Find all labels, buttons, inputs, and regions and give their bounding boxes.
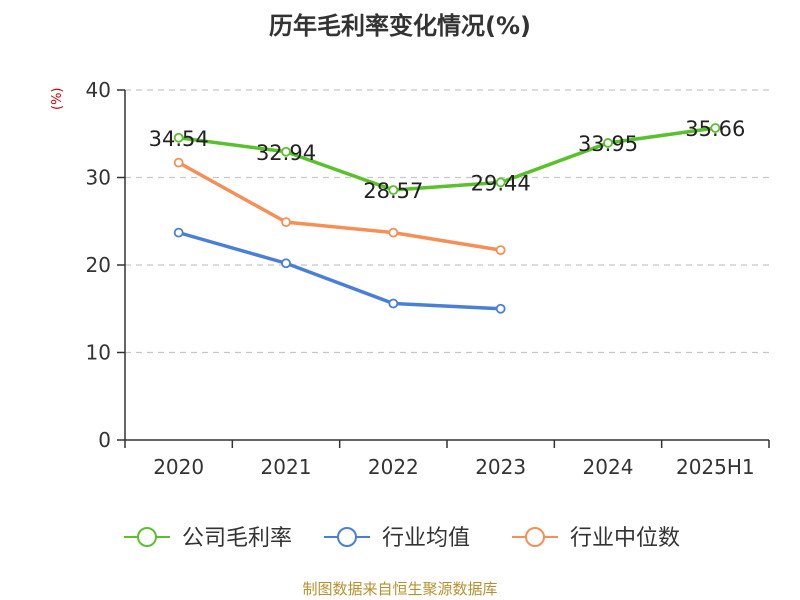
data-point xyxy=(173,157,184,168)
y-tick-label: 10 xyxy=(86,341,111,365)
data-point xyxy=(388,298,399,309)
legend-marker xyxy=(337,527,357,547)
data-point xyxy=(281,217,291,228)
data-point xyxy=(495,303,506,314)
data-point xyxy=(281,146,291,157)
data-point xyxy=(281,258,291,269)
data-point xyxy=(603,138,613,148)
series-line xyxy=(178,230,501,311)
x-tick-label: 2022 xyxy=(368,455,419,479)
x-tick-label: 2021 xyxy=(261,455,312,479)
x-tick-label: 2025H1 xyxy=(676,455,755,479)
data-label: 29.44 xyxy=(471,171,531,195)
y-tick-label: 40 xyxy=(86,78,111,102)
data-label: 35.66 xyxy=(685,117,745,141)
series-line xyxy=(178,126,716,192)
data-label: 32.94 xyxy=(256,141,316,165)
data-point xyxy=(495,177,506,188)
x-tick-label: 2020 xyxy=(153,455,204,479)
data-source: 制图数据来自恒生聚源数据库 xyxy=(302,580,498,598)
data-point xyxy=(173,227,184,238)
y-tick-label: 0 xyxy=(98,428,111,452)
legend-marker xyxy=(137,527,157,547)
data-point xyxy=(173,132,184,143)
legend-marker xyxy=(525,527,545,547)
data-point xyxy=(710,123,721,133)
data-label: 33.95 xyxy=(578,132,638,156)
x-tick-label: 2023 xyxy=(475,455,526,479)
legend-label: 行业中位数 xyxy=(570,526,680,551)
data-label: 28.57 xyxy=(363,179,423,203)
data-point xyxy=(495,245,506,256)
y-tick-label: 30 xyxy=(86,166,111,190)
x-tick-label: 2024 xyxy=(583,455,634,479)
series-line xyxy=(177,161,501,252)
legend-label: 行业均值 xyxy=(382,526,470,551)
data-label: 34.54 xyxy=(149,127,209,151)
data-point xyxy=(388,227,399,238)
y-tick-label: 20 xyxy=(86,253,111,277)
data-point xyxy=(388,185,399,195)
legend-label: 公司毛利率 xyxy=(182,526,292,551)
chart-title: 历年毛利率变化情况(%) xyxy=(269,12,531,40)
